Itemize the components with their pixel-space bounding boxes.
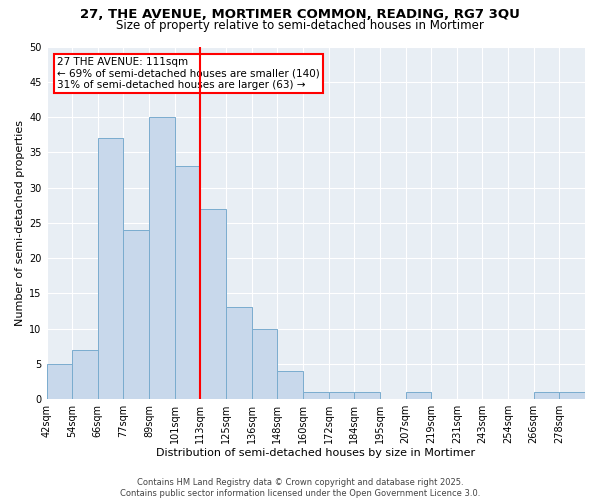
- Bar: [72, 350, 98, 399]
- Y-axis label: Number of semi-detached properties: Number of semi-detached properties: [15, 120, 25, 326]
- Bar: [175, 166, 200, 399]
- Bar: [534, 392, 559, 399]
- Text: Contains HM Land Registry data © Crown copyright and database right 2025.
Contai: Contains HM Land Registry data © Crown c…: [120, 478, 480, 498]
- Text: Size of property relative to semi-detached houses in Mortimer: Size of property relative to semi-detach…: [116, 19, 484, 32]
- X-axis label: Distribution of semi-detached houses by size in Mortimer: Distribution of semi-detached houses by …: [156, 448, 475, 458]
- Text: 27 THE AVENUE: 111sqm
← 69% of semi-detached houses are smaller (140)
31% of sem: 27 THE AVENUE: 111sqm ← 69% of semi-deta…: [57, 57, 320, 90]
- Bar: [329, 392, 354, 399]
- Bar: [251, 328, 277, 399]
- Bar: [354, 392, 380, 399]
- Bar: [149, 117, 175, 399]
- Bar: [200, 208, 226, 399]
- Bar: [277, 371, 303, 399]
- Bar: [559, 392, 585, 399]
- Bar: [47, 364, 72, 399]
- Bar: [124, 230, 149, 399]
- Bar: [226, 308, 251, 399]
- Bar: [98, 138, 124, 399]
- Bar: [406, 392, 431, 399]
- Text: 27, THE AVENUE, MORTIMER COMMON, READING, RG7 3QU: 27, THE AVENUE, MORTIMER COMMON, READING…: [80, 8, 520, 20]
- Bar: [303, 392, 329, 399]
